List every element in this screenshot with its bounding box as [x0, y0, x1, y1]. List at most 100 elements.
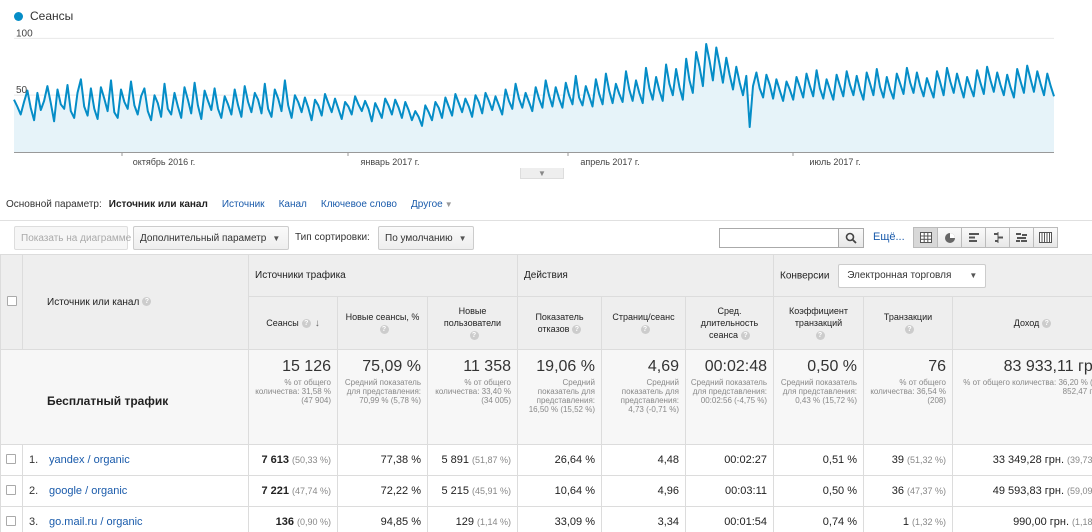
total-value: 00:02:48 [704, 358, 768, 375]
chart-legend[interactable]: Сеансы [14, 9, 73, 23]
row-duration: 00:03:11 [684, 475, 775, 507]
row-checkbox[interactable] [6, 515, 16, 526]
row-new-sessions: 77,38 % [337, 444, 428, 476]
select-all-cell [0, 254, 23, 350]
plot-rows-button[interactable]: Показать на диаграмме [14, 226, 131, 250]
total-sessions: 15 126 % от общего количества: 31,58 % (4… [248, 349, 338, 445]
col-transactions[interactable]: Транзакции? [863, 296, 954, 350]
table-view-button[interactable] [913, 227, 938, 248]
col-avg-session-duration[interactable]: Сред. длительность сеанса? [684, 296, 775, 350]
row-index: 2. [29, 485, 39, 497]
help-icon[interactable]: ? [572, 325, 582, 335]
table-row: 3. go.mail.ru / organic 136 (0,90 %) 94,85… [0, 506, 1092, 532]
help-icon[interactable]: ? [379, 325, 389, 335]
term-cloud-view-icon [1016, 233, 1027, 242]
table-search-input[interactable] [719, 228, 839, 248]
row-dimension: 2. google / organic [22, 475, 249, 507]
row-source-link[interactable]: go.mail.ru / organic [49, 516, 143, 528]
col-new-users[interactable]: Новые пользователи? [427, 296, 518, 350]
row-bounce: 26,64 % [517, 444, 602, 476]
row-bounce: 10,64 % [517, 475, 602, 507]
row-conversion: 0,74 % [773, 506, 865, 532]
dimension-source-medium[interactable]: Источник или канал [108, 199, 208, 210]
cell-pct: (1,32 %) [912, 517, 947, 527]
row-revenue: 49 593,83 грн.(59,09 %) [952, 475, 1092, 507]
sort-type-select[interactable]: По умолчанию ▼ [378, 226, 474, 250]
dimension-other-dropdown[interactable]: Другое ▼ [411, 199, 453, 210]
chevron-down-icon: ▼ [538, 168, 546, 178]
help-icon[interactable]: ? [301, 318, 311, 328]
row-source-link[interactable]: yandex / organic [49, 454, 130, 466]
performance-view-button[interactable] [961, 227, 986, 248]
x-tick-label: апрель 2017 г. [580, 157, 639, 167]
row-checkbox[interactable] [6, 484, 16, 495]
help-icon[interactable]: ? [815, 331, 825, 341]
total-new-sessions: 75,09 % Средний показатель для представле… [337, 349, 428, 445]
sort-desc-icon: ↓ [314, 317, 320, 329]
total-pages: 4,69 Средний показатель для представления… [601, 349, 686, 445]
conversions-group-header: Конверсии Электронная торговля ▼ [773, 254, 1092, 297]
row-revenue: 33 349,28 грн.(39,73 %) [952, 444, 1092, 476]
cell-pct: (1,14 %) [476, 517, 511, 527]
col-bounce-rate[interactable]: Показатель отказов? [517, 296, 602, 350]
conversions-goal-select[interactable]: Электронная торговля ▼ [838, 263, 987, 288]
cell-value: 990,00 грн. [1013, 516, 1070, 528]
select-all-checkbox[interactable] [6, 295, 17, 306]
help-icon[interactable]: ? [1042, 319, 1052, 329]
col-conversion-label: Коэффициент транзакций [789, 306, 848, 328]
total-value: 0,50 % [807, 358, 858, 375]
total-note: % от общего количества: 36,54 % (208) [870, 378, 947, 405]
col-conversion-rate[interactable]: Коэффициент транзакций? [773, 296, 865, 350]
pie-view-button[interactable] [937, 227, 962, 248]
totals-row: Бесплатный трафик 15 126 % от общего коли… [0, 349, 1092, 445]
dimension-source[interactable]: Источник [221, 199, 265, 210]
chart-collapse-handle[interactable]: ▼ [520, 168, 564, 179]
total-conversion: 0,50 % Средний показатель для представлен… [773, 349, 865, 445]
term-cloud-view-button[interactable] [1009, 227, 1034, 248]
row-bounce: 33,09 % [517, 506, 602, 532]
help-icon[interactable]: ? [741, 331, 750, 341]
caret-down-icon: ▼ [969, 271, 978, 280]
total-value: 76 [928, 358, 947, 375]
cell-pct: (59,09 %) [1067, 486, 1092, 496]
cell-value: 49 593,83 грн. [992, 485, 1065, 497]
cell-value: 7 221 [261, 485, 289, 497]
caret-down-icon: ▼ [444, 200, 453, 209]
row-source-link[interactable]: google / organic [49, 485, 128, 497]
secondary-dimension-button[interactable]: Дополнительный параметр ▼ [133, 226, 289, 250]
help-icon[interactable]: ? [142, 297, 152, 307]
cell-pct: (47,37 %) [906, 486, 947, 496]
advanced-filter-link[interactable]: Ещё... [873, 231, 905, 243]
cell-value: 7 613 [261, 454, 289, 466]
search-button[interactable] [838, 228, 864, 248]
pivot-view-button[interactable] [1033, 227, 1058, 248]
help-icon[interactable]: ? [469, 331, 479, 341]
help-icon[interactable]: ? [905, 325, 915, 335]
total-value: 11 358 [463, 358, 511, 375]
col-pages-per-session[interactable]: Страниц/сеанс? [601, 296, 686, 350]
dimension-medium[interactable]: Канал [278, 199, 307, 210]
caret-down-icon: ▼ [272, 233, 281, 243]
row-sessions: 7 221 (47,74 %) [248, 475, 338, 507]
legend-label: Сеансы [30, 9, 74, 23]
chart-svg[interactable]: 100 50 октябрь 2016 г. январь 2017 г. апрель… [0, 0, 1092, 172]
total-value: 15 126 [282, 358, 331, 375]
series-area [14, 44, 1054, 152]
total-value: 19,06 % [536, 358, 595, 375]
total-bounce: 19,06 % Средний показатель для представле… [517, 349, 602, 445]
help-icon[interactable]: ? [640, 325, 650, 335]
col-revenue[interactable]: Доход? [952, 296, 1092, 350]
row-index: 1. [29, 454, 39, 466]
col-sessions[interactable]: Сеансы? ↓ [248, 296, 338, 350]
dimension-column-header[interactable]: Источник или канал? [22, 254, 249, 350]
cell-value: 1 [902, 516, 909, 528]
col-new-sessions-pct[interactable]: Новые сеансы, %? [337, 296, 428, 350]
legend-dot-icon [14, 11, 23, 21]
row-conversion: 0,51 % [773, 444, 865, 476]
dimension-keyword[interactable]: Ключевое слово [320, 199, 397, 210]
total-note: % от общего количества: 31,58 % (47 904) [255, 378, 331, 405]
row-checkbox[interactable] [6, 453, 16, 464]
row-duration: 00:02:27 [684, 444, 775, 476]
comparison-view-button[interactable] [985, 227, 1010, 248]
total-value: 83 933,11 грн. [1003, 358, 1092, 375]
